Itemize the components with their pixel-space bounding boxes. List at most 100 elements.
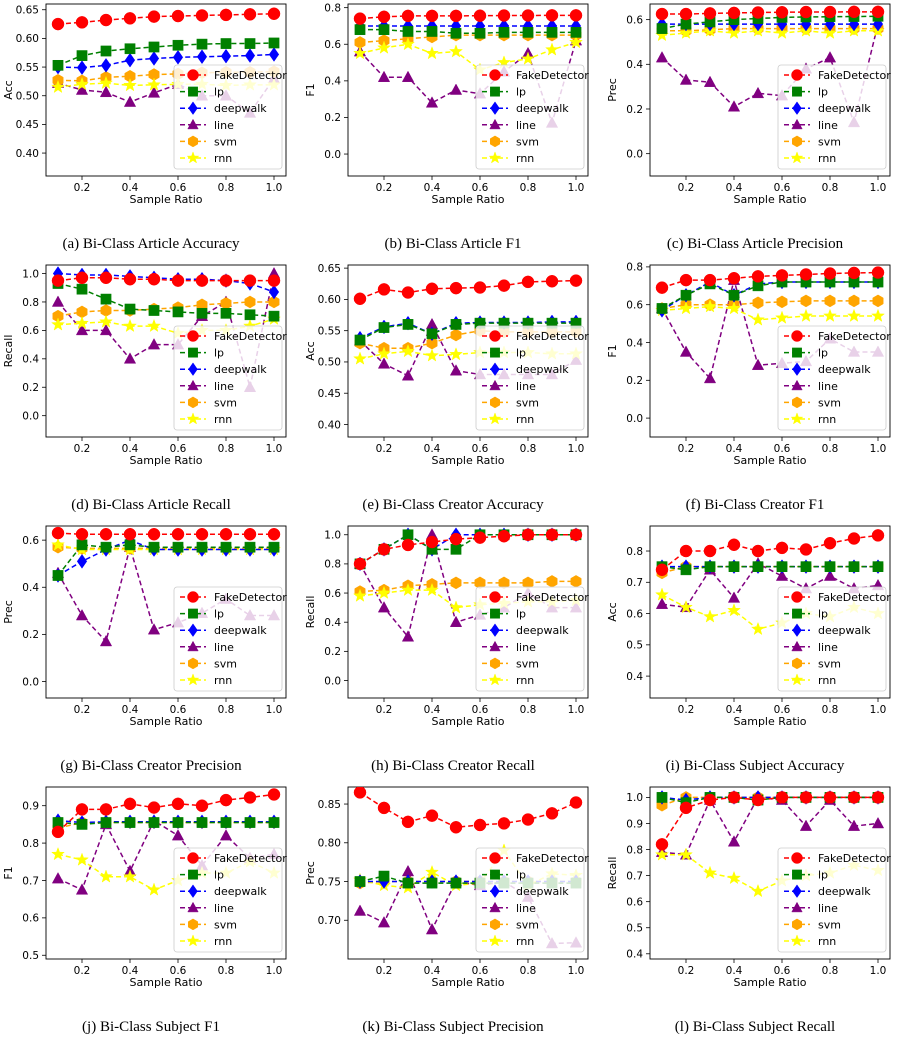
data-point xyxy=(123,352,137,364)
legend-marker xyxy=(790,673,804,686)
legend-marker xyxy=(490,86,500,97)
legend-entry: lp xyxy=(516,869,526,882)
data-point xyxy=(450,877,462,889)
y-tick-label: 0.8 xyxy=(324,559,341,571)
data-point xyxy=(847,819,861,831)
legend-marker xyxy=(489,657,501,670)
data-point xyxy=(353,557,367,571)
data-point xyxy=(100,817,112,828)
series-lp xyxy=(52,37,280,71)
y-tick-label: 0.9 xyxy=(626,818,643,830)
data-point xyxy=(703,7,717,20)
data-point xyxy=(268,284,280,300)
legend-entry: rnn xyxy=(516,413,534,426)
y-tick-label: 0.5 xyxy=(626,640,643,652)
y-tick-label: 0.0 xyxy=(324,675,341,687)
data-point xyxy=(195,9,209,22)
y-tick-label: 0.2 xyxy=(22,382,39,394)
data-point xyxy=(751,312,765,326)
legend-entry: lp xyxy=(214,347,224,360)
series-fakedetector xyxy=(655,791,885,851)
legend-marker xyxy=(187,852,199,864)
data-point xyxy=(99,323,113,336)
data-point xyxy=(425,535,439,549)
data-point xyxy=(377,346,391,360)
data-point xyxy=(679,7,693,21)
series-line xyxy=(57,277,274,282)
data-point xyxy=(267,788,281,801)
data-point xyxy=(172,817,184,828)
y-tick-label: 0.2 xyxy=(324,646,341,658)
y-tick-label: 0.65 xyxy=(318,263,341,275)
x-tick-label: 0.4 xyxy=(424,704,441,716)
data-point xyxy=(546,575,558,588)
data-point xyxy=(521,528,535,541)
data-point xyxy=(75,852,89,866)
legend-entry: line xyxy=(818,902,838,915)
data-point xyxy=(545,528,559,541)
y-tick-label: 0.6 xyxy=(22,913,39,925)
data-point xyxy=(220,541,232,553)
plot-area xyxy=(655,790,885,898)
y-tick-label: 0.50 xyxy=(16,91,39,103)
series-line xyxy=(359,322,576,341)
legend-entry: FakeDetector xyxy=(214,852,287,865)
y-tick-label: 0.0 xyxy=(324,149,341,161)
data-point xyxy=(124,539,136,551)
data-point xyxy=(425,96,439,108)
y-axis-label: F1 xyxy=(304,83,317,96)
data-point xyxy=(147,338,161,350)
subfigure-caption: (c) Bi-Class Article Precision xyxy=(666,236,844,252)
legend-entry: deepwalk xyxy=(214,363,267,376)
x-tick-label: 1.0 xyxy=(870,443,887,455)
data-point xyxy=(99,527,113,541)
data-point xyxy=(727,271,741,285)
data-point xyxy=(425,348,439,362)
y-tick-label: 0.6 xyxy=(626,299,643,311)
data-point xyxy=(751,544,765,558)
data-point xyxy=(123,797,137,811)
data-point xyxy=(679,25,693,39)
data-point xyxy=(377,543,391,556)
legend-entry: line xyxy=(818,641,838,654)
series-line xyxy=(57,282,275,317)
data-point xyxy=(268,541,280,553)
data-point xyxy=(123,527,137,541)
data-point xyxy=(703,371,717,384)
data-point xyxy=(147,77,161,91)
legend-entry: FakeDetector xyxy=(214,330,287,343)
legend-marker xyxy=(489,591,501,603)
legend-entry: rnn xyxy=(214,413,232,426)
legend-entry: svm xyxy=(818,918,841,931)
x-tick-label: 1.0 xyxy=(266,965,283,977)
data-point xyxy=(196,817,208,828)
y-tick-label: 0.7 xyxy=(22,875,39,887)
x-tick-label: 0.2 xyxy=(74,443,91,455)
x-tick-label: 0.2 xyxy=(74,965,91,977)
data-point xyxy=(775,569,789,581)
data-point xyxy=(449,9,463,23)
x-tick-label: 0.2 xyxy=(376,965,393,977)
data-point xyxy=(401,815,415,829)
series-fakedetector xyxy=(51,788,281,839)
data-point xyxy=(569,274,583,287)
series-line xyxy=(359,329,576,349)
data-point xyxy=(147,801,161,814)
data-point xyxy=(823,5,837,19)
x-tick-label: 0.2 xyxy=(376,704,393,716)
series-line xyxy=(359,14,576,20)
series-line xyxy=(57,13,275,25)
data-point xyxy=(775,269,789,282)
series-line xyxy=(359,279,577,300)
legend-marker xyxy=(791,330,803,342)
legend-entry: lp xyxy=(516,347,526,360)
data-point xyxy=(220,307,232,319)
data-point xyxy=(75,323,89,336)
legend-entry: FakeDetector xyxy=(214,591,287,604)
data-point xyxy=(473,818,487,832)
data-point xyxy=(449,83,463,95)
legend-marker xyxy=(186,151,200,164)
line-chart: 0.2 0.4 0.6 0.8 1.0 0.0 0.2 0.4 0.6 0.8 Sample Rat… xyxy=(304,2,589,206)
data-point xyxy=(172,39,184,51)
data-point xyxy=(871,791,885,804)
